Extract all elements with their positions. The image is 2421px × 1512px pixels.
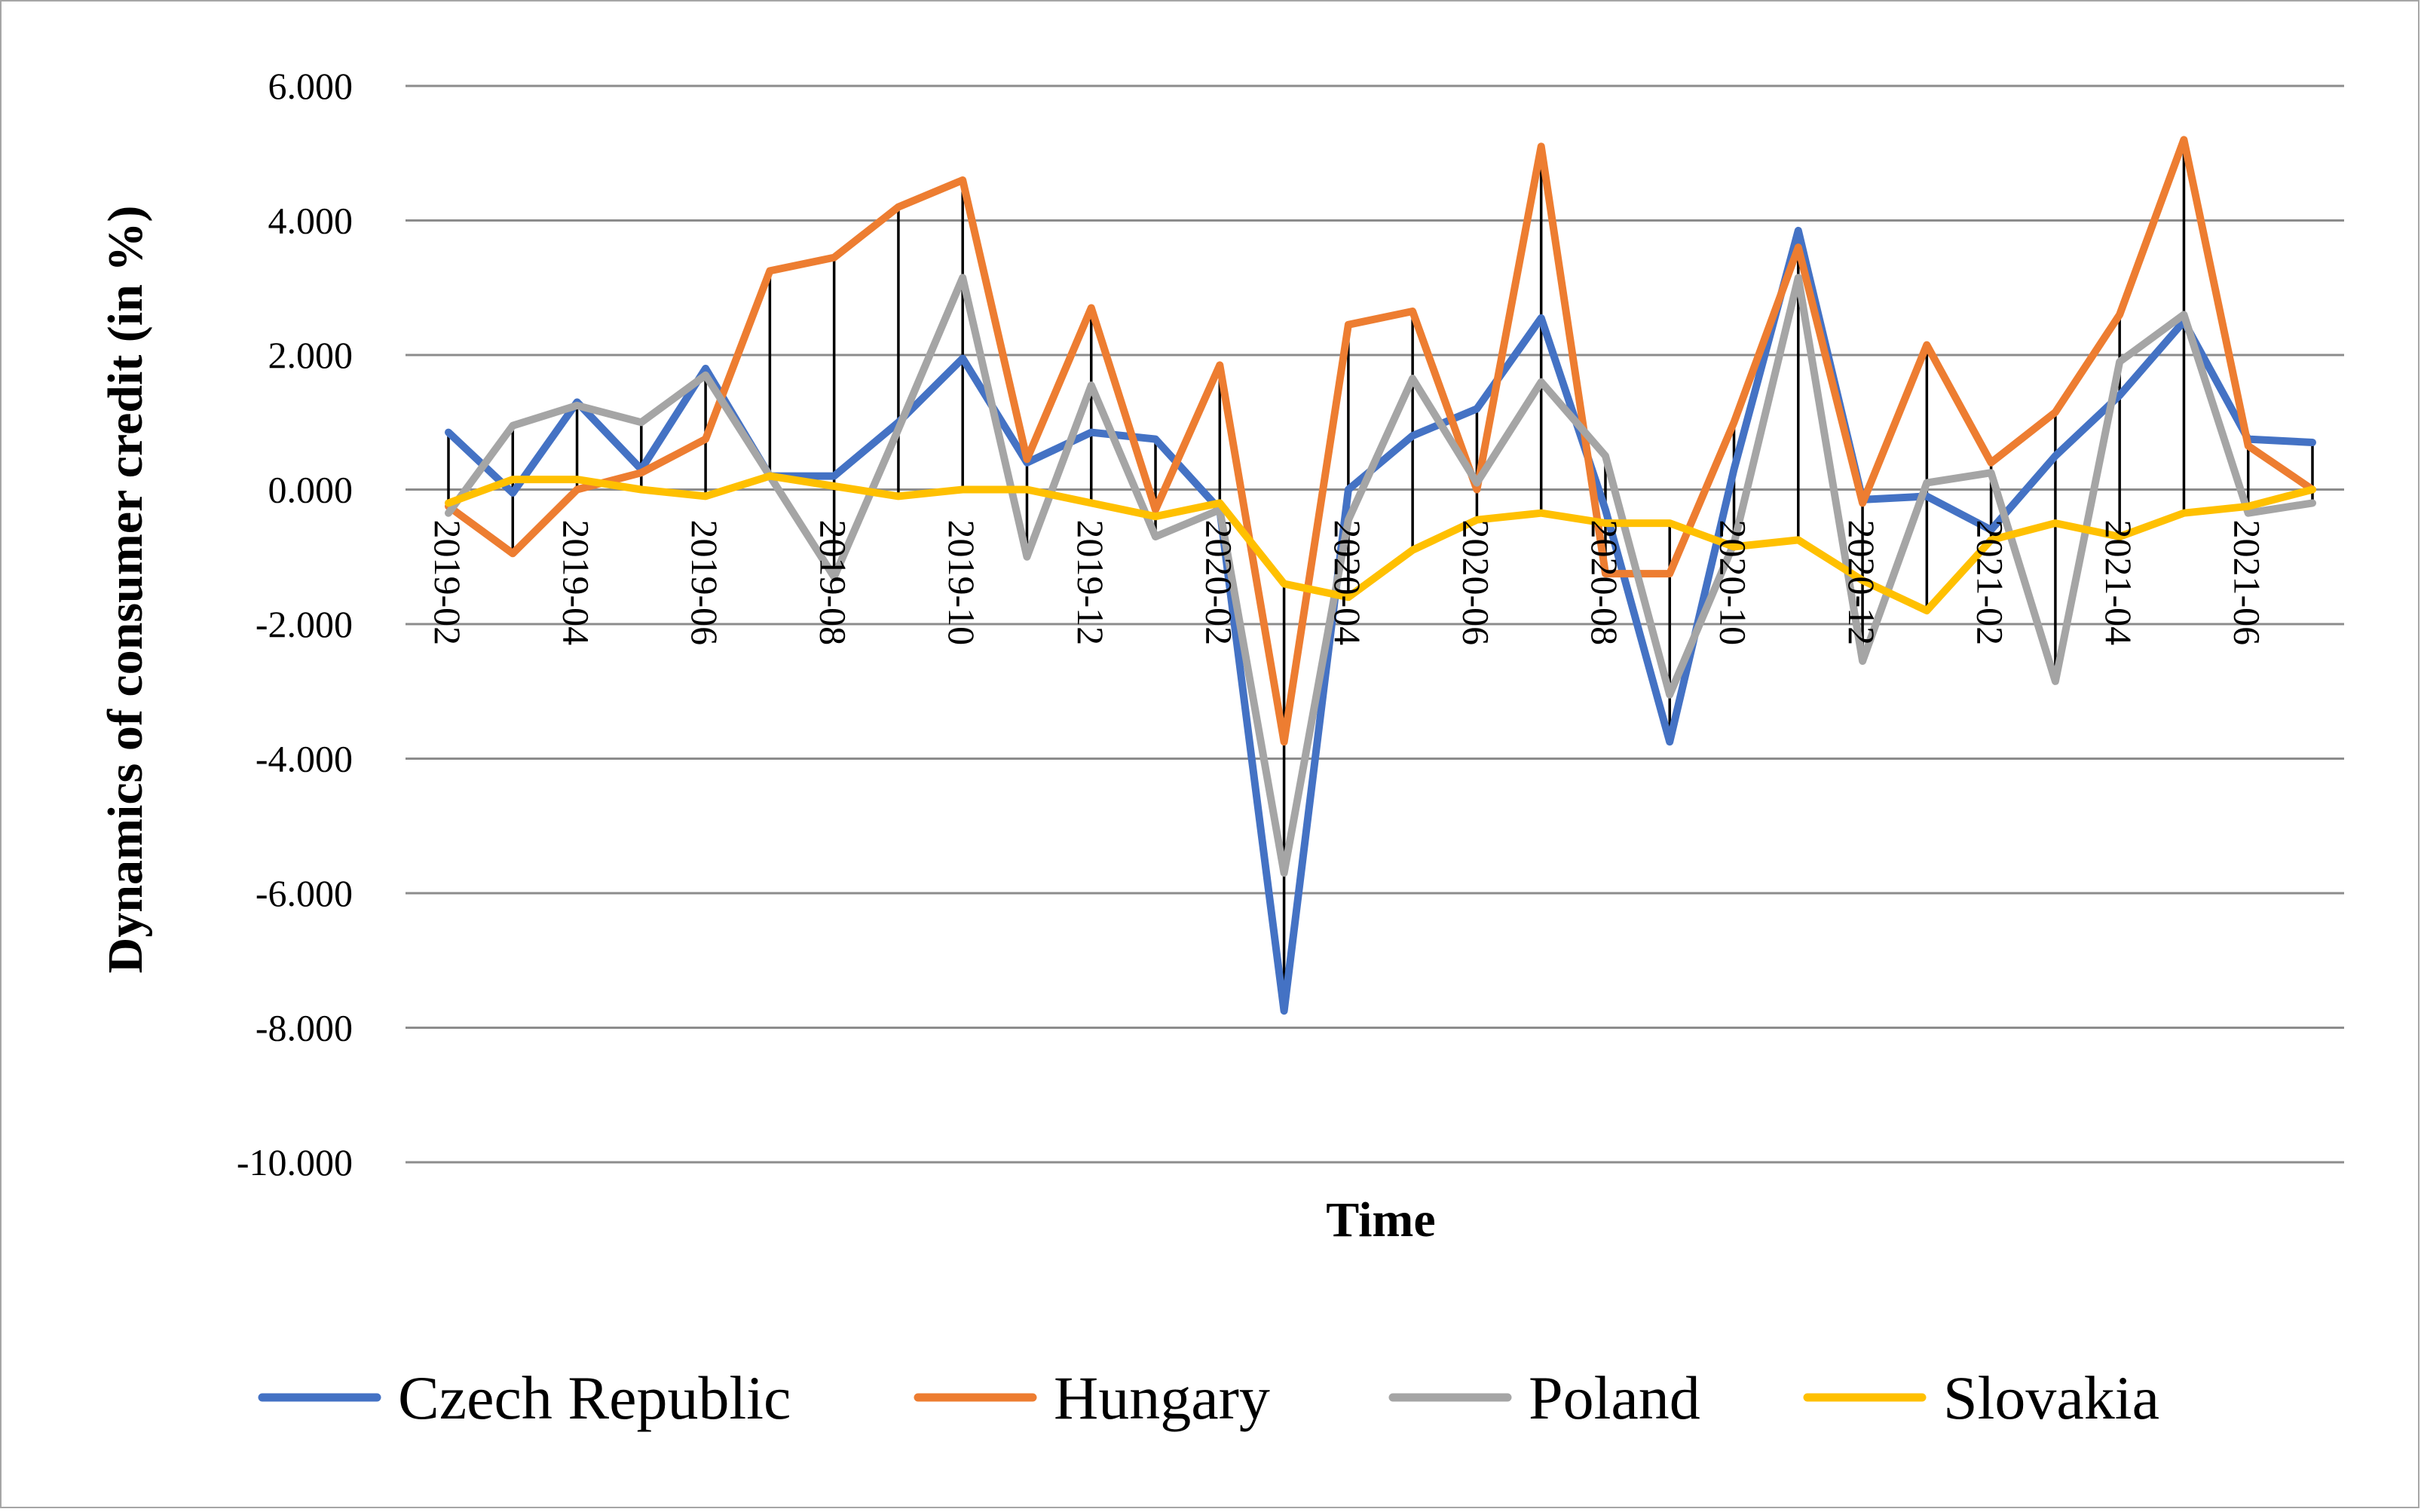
y-tick-label: -2.000 (256, 603, 353, 645)
y-tick-label: 6.000 (268, 65, 354, 107)
series-lines (445, 136, 2316, 1015)
x-tick-label: 2021-04 (2098, 520, 2140, 646)
x-tick-label: 2020-04 (1327, 520, 1369, 646)
x-tick-label: 2019-08 (813, 520, 855, 646)
y-tick-label: -4.000 (256, 738, 353, 780)
x-tick-label: 2020-02 (1198, 520, 1240, 646)
series-line-poland (445, 274, 2316, 877)
y-axis-title: Dynamics of consumer credit (in %) (98, 206, 153, 974)
legend-label-hungary: Hungary (1054, 1364, 1270, 1432)
legend-label-slovakia: Slovakia (1943, 1364, 2159, 1432)
series-line-slovakia (445, 472, 2316, 615)
x-tick-label: 2019-04 (556, 520, 598, 646)
y-tick-label: -10.000 (237, 1141, 353, 1183)
x-tick-label: 2021-02 (1970, 520, 2012, 646)
legend: Czech Republic Hungary Poland Slovakia (258, 1364, 2159, 1432)
series-line-hungary (445, 136, 2316, 746)
legend-label-poland: Poland (1529, 1364, 1700, 1432)
x-tick-label: 2020-06 (1455, 520, 1497, 646)
legend-label-czech-republic: Czech Republic (398, 1364, 791, 1432)
y-tick-label: 2.000 (268, 334, 354, 376)
y-tick-label: -8.000 (256, 1007, 353, 1049)
x-tick-label: 2019-02 (427, 520, 469, 646)
y-tick-label: -6.000 (256, 872, 353, 914)
x-tick-label: 2019-12 (1070, 520, 1112, 646)
y-tick-label: 0.000 (268, 469, 354, 511)
x-tick-label: 2020-10 (1712, 520, 1755, 646)
x-tick-label: 2020-12 (1841, 520, 1883, 646)
x-tick-label: 2021-06 (2227, 520, 2269, 646)
y-axis-ticks: 6.000 4.000 2.000 0.000 -2.000 -4.000 -6.000 -8… (237, 65, 353, 1183)
y-tick-label: 4.000 (268, 200, 354, 242)
x-axis-ticks: 2019-02 2019-04 2019-06 2019-08 2019-10 2019-… (427, 520, 2269, 646)
x-tick-label: 2020-08 (1584, 520, 1626, 646)
x-tick-label: 2019-10 (941, 520, 983, 646)
x-axis-title: Time (1326, 1192, 1435, 1247)
x-tick-label: 2019-06 (684, 520, 726, 646)
